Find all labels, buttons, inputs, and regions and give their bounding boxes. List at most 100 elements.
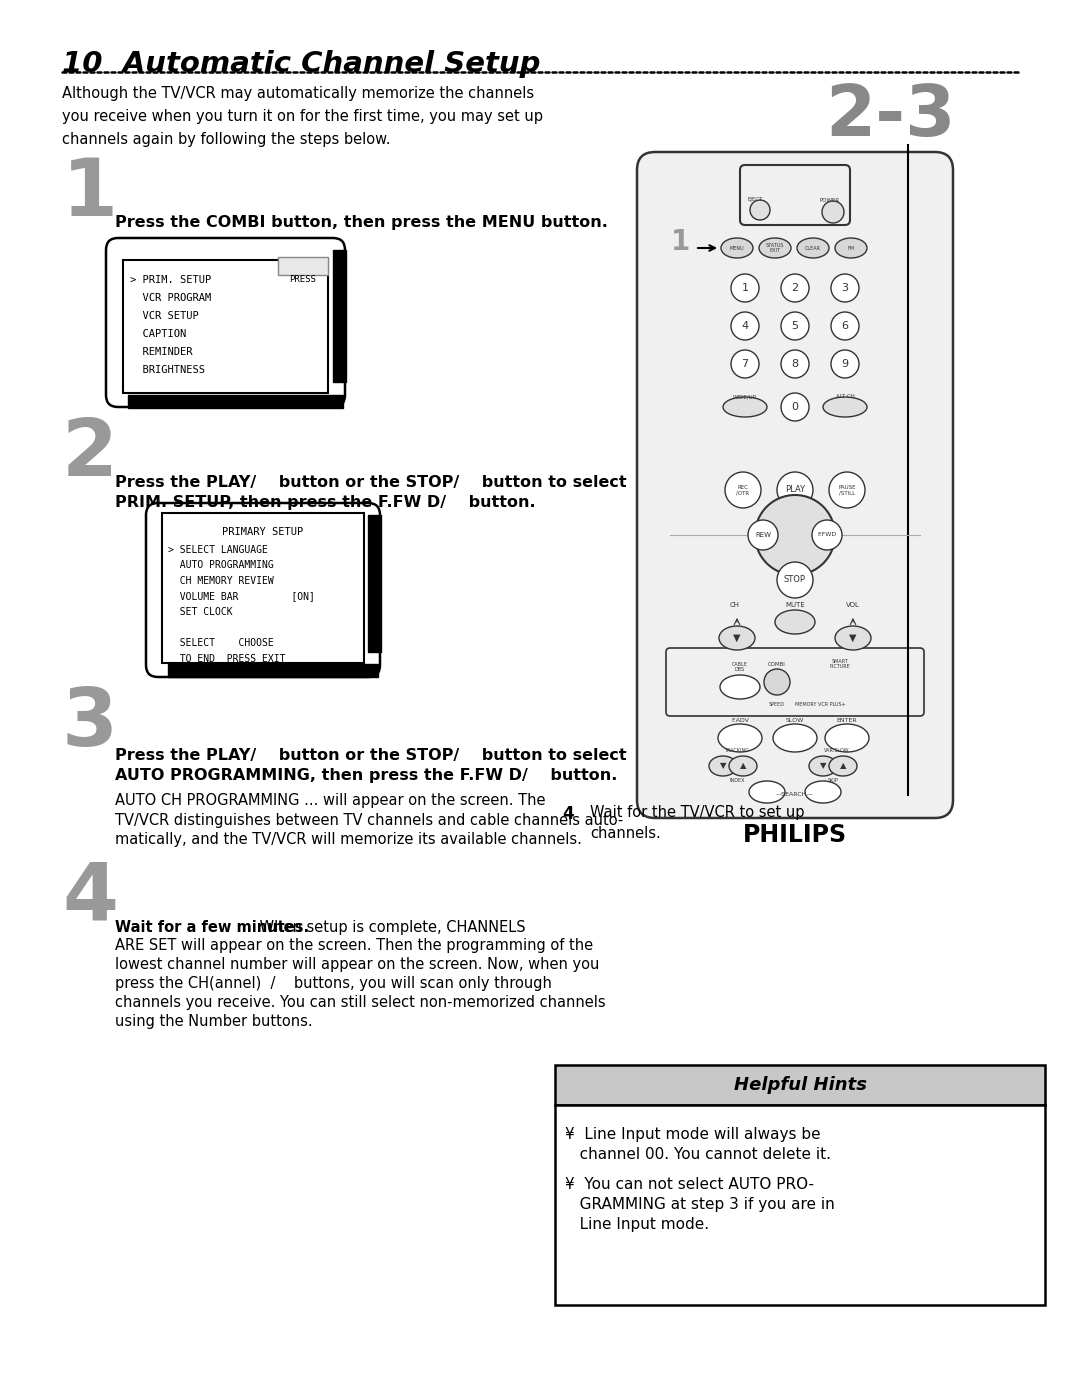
Text: ▼: ▼ bbox=[719, 761, 726, 771]
Circle shape bbox=[831, 274, 859, 302]
Text: STATUS
EXIT: STATUS EXIT bbox=[766, 243, 784, 253]
FancyBboxPatch shape bbox=[146, 503, 380, 678]
Circle shape bbox=[725, 472, 761, 509]
Ellipse shape bbox=[750, 781, 785, 803]
Text: WIDE/UP: WIDE/UP bbox=[733, 394, 757, 400]
Ellipse shape bbox=[805, 781, 841, 803]
Text: COMBI: COMBI bbox=[768, 662, 786, 666]
Text: CH: CH bbox=[730, 602, 740, 608]
Text: 1: 1 bbox=[671, 228, 690, 256]
Bar bbox=[168, 664, 378, 678]
Circle shape bbox=[831, 312, 859, 339]
Text: 8: 8 bbox=[792, 359, 798, 369]
Circle shape bbox=[777, 472, 813, 509]
Circle shape bbox=[764, 669, 789, 694]
Ellipse shape bbox=[718, 724, 762, 752]
Text: matically, and the TV/VCR will memorize its available channels.: matically, and the TV/VCR will memorize … bbox=[114, 833, 582, 847]
Text: Although the TV/VCR may automatically memorize the channels
you receive when you: Although the TV/VCR may automatically me… bbox=[62, 87, 543, 147]
Text: 7: 7 bbox=[742, 359, 748, 369]
Text: TV/VCR distinguishes between TV channels and cable channels auto-: TV/VCR distinguishes between TV channels… bbox=[114, 813, 623, 828]
Text: REW: REW bbox=[755, 532, 771, 538]
Text: MENU: MENU bbox=[730, 246, 744, 250]
Circle shape bbox=[750, 200, 770, 219]
Text: VCR PROGRAM: VCR PROGRAM bbox=[130, 293, 212, 303]
Text: TRACKING: TRACKING bbox=[725, 747, 750, 753]
Circle shape bbox=[822, 201, 843, 224]
Circle shape bbox=[777, 562, 813, 598]
Text: REC
/OTR: REC /OTR bbox=[737, 485, 750, 496]
Ellipse shape bbox=[773, 724, 816, 752]
Text: AUTO PROGRAMMING: AUTO PROGRAMMING bbox=[168, 560, 273, 570]
Text: > SELECT LANGUAGE: > SELECT LANGUAGE bbox=[168, 545, 268, 555]
Text: > PRIM. SETUP: > PRIM. SETUP bbox=[130, 275, 212, 285]
Text: PLAY: PLAY bbox=[785, 486, 805, 495]
Text: CABLE
DBS: CABLE DBS bbox=[732, 662, 748, 672]
Text: PRIMARY SETUP: PRIMARY SETUP bbox=[222, 527, 303, 536]
Bar bbox=[278, 257, 328, 275]
Text: SPEED: SPEED bbox=[769, 701, 785, 707]
Text: PHILIPS: PHILIPS bbox=[743, 823, 847, 847]
Text: FM: FM bbox=[848, 246, 854, 250]
Circle shape bbox=[781, 274, 809, 302]
Circle shape bbox=[829, 472, 865, 509]
Text: lowest channel number will appear on the screen. Now, when you: lowest channel number will appear on the… bbox=[114, 957, 599, 972]
Text: VCR SETUP: VCR SETUP bbox=[130, 312, 199, 321]
Text: —SEARCH—: —SEARCH— bbox=[777, 792, 814, 798]
Circle shape bbox=[731, 312, 759, 339]
Text: Press the COMBI button, then press the MENU button.: Press the COMBI button, then press the M… bbox=[114, 215, 608, 231]
Bar bbox=[162, 513, 364, 664]
Text: CAPTION: CAPTION bbox=[130, 330, 186, 339]
Ellipse shape bbox=[729, 756, 757, 775]
Text: 2: 2 bbox=[62, 415, 118, 493]
Bar bbox=[123, 260, 328, 393]
Text: F.ADV: F.ADV bbox=[731, 718, 748, 722]
Text: EJECT: EJECT bbox=[747, 197, 762, 203]
Circle shape bbox=[831, 351, 859, 379]
Ellipse shape bbox=[823, 397, 867, 416]
Text: using the Number buttons.: using the Number buttons. bbox=[114, 1014, 312, 1030]
Text: 0: 0 bbox=[792, 402, 798, 412]
Text: CH MEMORY REVIEW: CH MEMORY REVIEW bbox=[168, 576, 273, 585]
Text: SLOW: SLOW bbox=[786, 718, 805, 722]
Ellipse shape bbox=[759, 237, 791, 258]
Bar bbox=[555, 1105, 1045, 1305]
Ellipse shape bbox=[835, 237, 867, 258]
Text: Helpful Hints: Helpful Hints bbox=[733, 1076, 866, 1094]
Text: Press the PLAY/    button or the STOP/    button to select: Press the PLAY/ button or the STOP/ butt… bbox=[114, 475, 626, 490]
Circle shape bbox=[781, 351, 809, 379]
Ellipse shape bbox=[721, 237, 753, 258]
Text: SELECT    CHOOSE: SELECT CHOOSE bbox=[168, 638, 273, 648]
Circle shape bbox=[731, 274, 759, 302]
Circle shape bbox=[812, 520, 842, 550]
Text: AUTO PROGRAMMING, then press the F.FW D/    button.: AUTO PROGRAMMING, then press the F.FW D/… bbox=[114, 768, 618, 782]
Text: ENTER: ENTER bbox=[837, 718, 858, 722]
Bar bbox=[555, 1065, 1045, 1105]
Ellipse shape bbox=[829, 756, 858, 775]
Ellipse shape bbox=[797, 237, 829, 258]
Circle shape bbox=[731, 351, 759, 379]
Text: 2-3: 2-3 bbox=[825, 82, 956, 151]
Text: SMART
PICTURE: SMART PICTURE bbox=[829, 658, 850, 669]
Text: REMINDER: REMINDER bbox=[130, 346, 192, 358]
Text: 1: 1 bbox=[62, 155, 118, 233]
Text: 4: 4 bbox=[62, 861, 118, 937]
Text: VAR.SLOW: VAR.SLOW bbox=[824, 747, 850, 753]
Text: F.FWD: F.FWD bbox=[818, 532, 837, 538]
Text: ▼: ▼ bbox=[733, 633, 741, 643]
Text: Wait for the TV/VCR to set up
channels.: Wait for the TV/VCR to set up channels. bbox=[590, 805, 805, 841]
Text: MUTE: MUTE bbox=[785, 602, 805, 608]
Text: SKIP: SKIP bbox=[827, 778, 838, 782]
Text: channels you receive. You can still select non-memorized channels: channels you receive. You can still sele… bbox=[114, 995, 606, 1010]
Text: 9: 9 bbox=[841, 359, 849, 369]
Bar bbox=[129, 395, 343, 408]
Circle shape bbox=[748, 520, 778, 550]
Text: VOLUME BAR         [ON]: VOLUME BAR [ON] bbox=[168, 591, 315, 602]
FancyBboxPatch shape bbox=[106, 237, 345, 407]
Text: Press the PLAY/    button or the STOP/    button to select: Press the PLAY/ button or the STOP/ butt… bbox=[114, 747, 626, 763]
Ellipse shape bbox=[720, 675, 760, 698]
Circle shape bbox=[781, 393, 809, 420]
Text: PRESS: PRESS bbox=[289, 275, 316, 285]
Text: TO END  PRESS EXIT: TO END PRESS EXIT bbox=[168, 654, 285, 664]
FancyBboxPatch shape bbox=[637, 152, 953, 819]
FancyBboxPatch shape bbox=[740, 165, 850, 225]
